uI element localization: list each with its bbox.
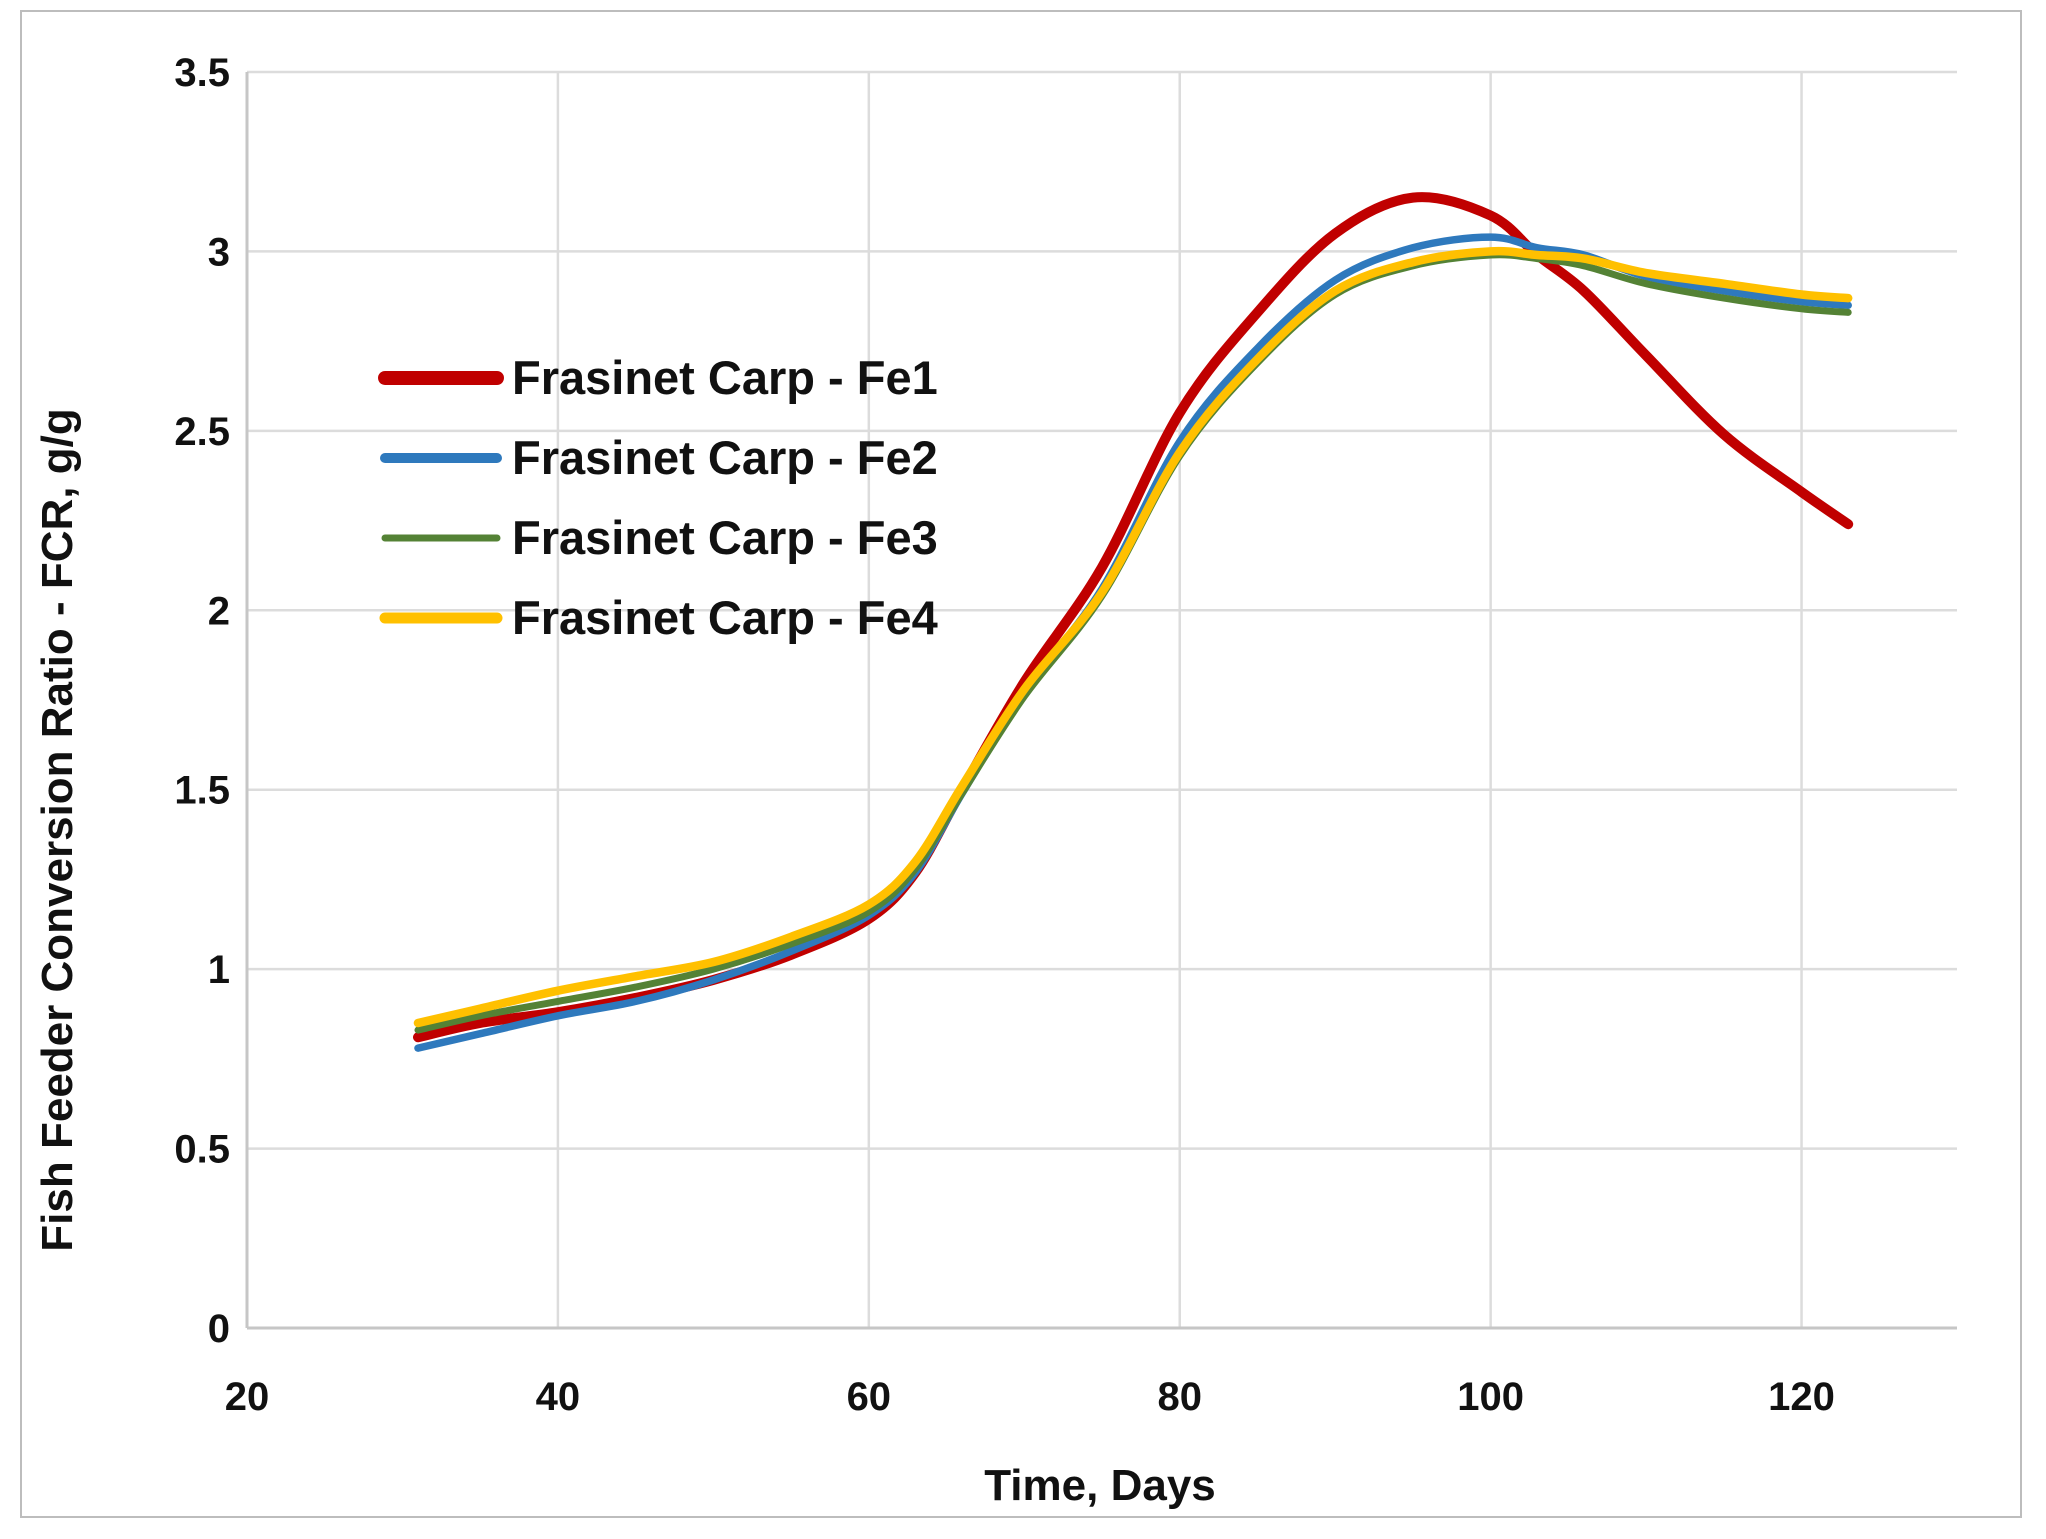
series-lines	[413, 192, 1854, 1052]
x-tick-label: 120	[1768, 1375, 1835, 1419]
legend: Frasinet Carp - Fe1 Frasinet Carp - Fe2 Fr…	[378, 351, 938, 644]
figure-border-frame	[20, 10, 2022, 1518]
y-tick-label: 1	[208, 948, 230, 992]
series-line-fe4	[413, 246, 1853, 1028]
legend-item-fe4: Frasinet Carp - Fe4	[379, 591, 938, 644]
legend-label-fe1: Frasinet Carp - Fe1	[512, 351, 938, 404]
y-tick-label: 1.5	[174, 769, 230, 813]
legend-item-fe2: Frasinet Carp - Fe2	[380, 431, 938, 484]
y-tick-labels: 0 0.5 1 1.5 2 2.5 3 3.5	[174, 51, 230, 1351]
x-tick-label: 40	[536, 1375, 581, 1419]
axis-lines	[245, 72, 1957, 1330]
x-tick-label: 80	[1157, 1375, 1202, 1419]
y-tick-label: 0.5	[174, 1128, 230, 1172]
y-tick-label: 2	[208, 589, 230, 633]
legend-label-fe3: Frasinet Carp - Fe3	[512, 511, 938, 564]
legend-label-fe2: Frasinet Carp - Fe2	[512, 431, 938, 484]
x-tick-label: 60	[847, 1375, 892, 1419]
x-tick-labels: 20 40 60 80 100 120	[225, 1375, 1835, 1419]
y-tick-label: 3	[208, 230, 230, 274]
x-axis-title: Time, Days	[984, 1461, 1216, 1510]
gridlines	[247, 70, 1957, 1328]
y-tick-label: 2.5	[174, 410, 230, 454]
x-tick-label: 100	[1457, 1375, 1524, 1419]
x-tick-label: 20	[225, 1375, 270, 1419]
y-tick-label: 3.5	[174, 51, 230, 95]
y-tick-label: 0	[208, 1307, 230, 1351]
y-axis-title: Fish Feeder Conversion Ratio - FCR, g/g	[33, 408, 82, 1251]
legend-item-fe1: Frasinet Carp - Fe1	[378, 351, 938, 404]
legend-item-fe3: Frasinet Carp - Fe3	[381, 511, 938, 564]
legend-label-fe4: Frasinet Carp - Fe4	[512, 591, 938, 644]
